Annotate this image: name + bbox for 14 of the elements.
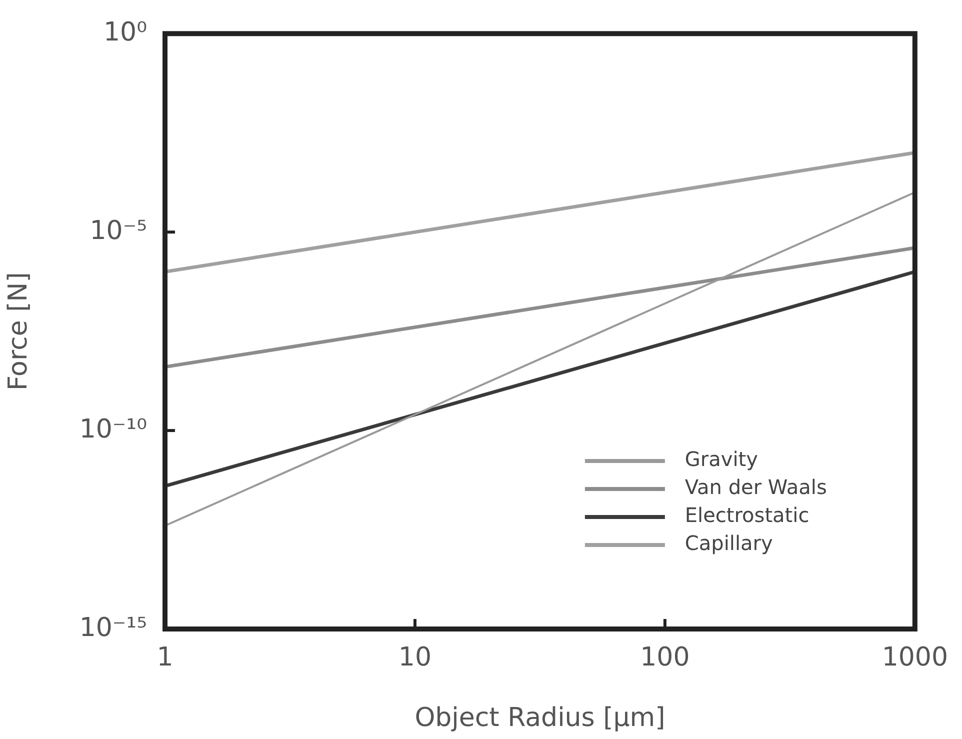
y-tick-label: 10⁻¹⁰ bbox=[79, 414, 147, 444]
x-tick-label: 10 bbox=[398, 642, 432, 672]
y-tick-label: 10⁰ bbox=[103, 17, 147, 48]
y-tick-label: 10⁻¹⁵ bbox=[79, 612, 147, 643]
legend-label: Capillary bbox=[684, 531, 773, 556]
legend-label: Gravity bbox=[684, 447, 758, 472]
x-tick-label: 1000 bbox=[882, 642, 948, 672]
x-tick-label: 1 bbox=[156, 642, 174, 672]
y-axis-title: Force [N] bbox=[3, 272, 34, 390]
y-tick-label: 10⁻⁵ bbox=[90, 216, 147, 246]
x-axis-title: Object Radius [μm] bbox=[414, 703, 666, 734]
legend-label: Van der Waals bbox=[684, 475, 827, 500]
x-tick-label: 100 bbox=[640, 642, 690, 672]
legend-label: Electrostatic bbox=[684, 503, 810, 528]
